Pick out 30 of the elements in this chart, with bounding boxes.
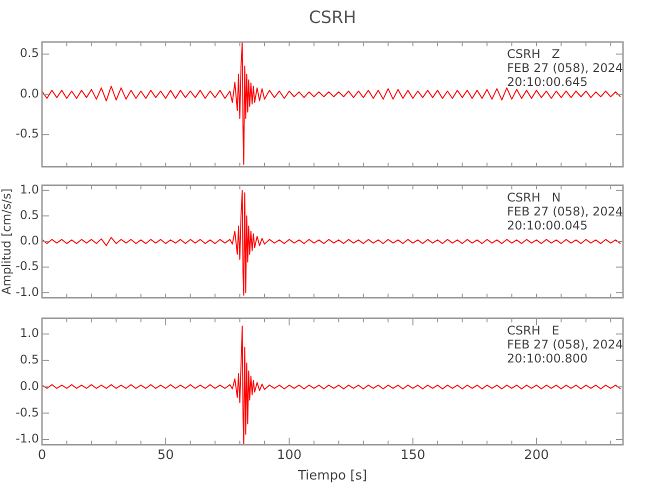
y-tick-label: 0.5 bbox=[20, 208, 39, 222]
y-tick-label: -0.5 bbox=[16, 405, 39, 420]
x-tick-label: 0 bbox=[38, 448, 46, 463]
annotation: CSRH Z bbox=[507, 47, 560, 62]
y-tick-label: 0.0 bbox=[20, 86, 39, 100]
annotation: CSRH E bbox=[507, 323, 560, 338]
y-tick-label: -1.0 bbox=[16, 432, 39, 446]
y-tick-label: 1.0 bbox=[20, 182, 39, 196]
chart-title: CSRH bbox=[308, 8, 358, 28]
y-tick-label: 0.0 bbox=[20, 378, 39, 393]
x-tick-label: 50 bbox=[157, 448, 174, 463]
x-tick-label: 150 bbox=[400, 448, 426, 463]
y-tick-label: 1.0 bbox=[20, 326, 39, 340]
annotation: FEB 27 (058), 2024 bbox=[507, 337, 624, 352]
x-tick-label: 200 bbox=[524, 448, 549, 463]
y-tick-label: -0.5 bbox=[16, 126, 39, 141]
annotation: CSRH N bbox=[507, 190, 561, 204]
annotation: FEB 27 (058), 2024 bbox=[507, 61, 624, 76]
y-tick-label: 0.5 bbox=[20, 46, 39, 60]
x-axis-title: Tiempo [s] bbox=[296, 468, 368, 484]
y-tick-label: 0.0 bbox=[20, 234, 39, 248]
annotation: 20:10:00.045 bbox=[507, 218, 588, 232]
y-axis-title: Amplitud [cm/s/s] bbox=[0, 188, 14, 295]
x-tick-label: 100 bbox=[276, 448, 302, 463]
y-tick-label: -1.0 bbox=[16, 284, 39, 299]
annotation: 20:10:00.645 bbox=[507, 75, 588, 90]
annotation: 20:10:00.800 bbox=[507, 351, 588, 366]
y-tick-label: -0.5 bbox=[16, 259, 39, 274]
annotation: FEB 27 (058), 2024 bbox=[507, 204, 624, 218]
y-tick-label: 0.5 bbox=[20, 352, 39, 367]
